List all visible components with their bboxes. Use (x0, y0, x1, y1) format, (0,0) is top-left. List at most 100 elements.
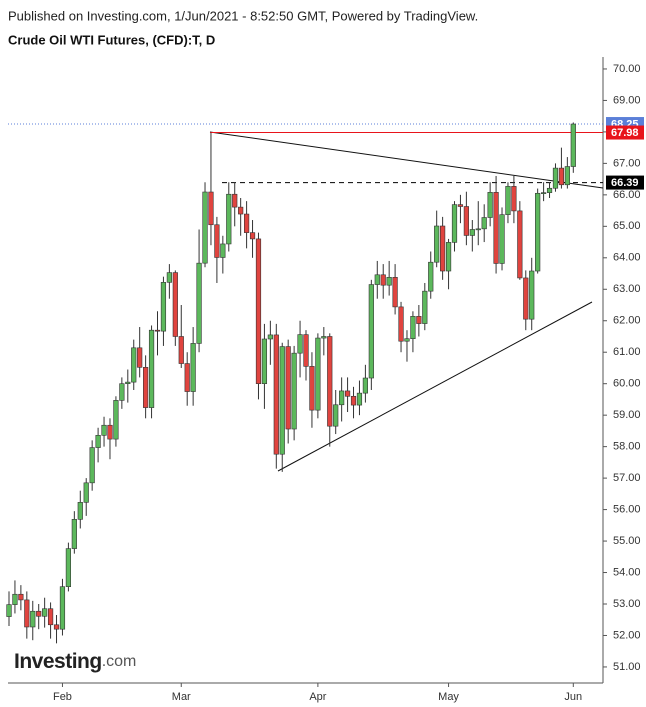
candle-body (350, 395, 357, 406)
price-label-box (606, 175, 644, 190)
candle-body (30, 610, 36, 628)
price-label-box (606, 125, 644, 140)
candle-body (386, 277, 392, 286)
candle-body (238, 206, 244, 215)
y-tick-label: 66.00 (613, 189, 641, 201)
x-tick-label: Jun (564, 691, 582, 703)
candle-body (71, 519, 77, 549)
y-tick-label: 56.00 (613, 503, 641, 515)
candle-body (202, 191, 208, 264)
logo-name: Investing (14, 650, 102, 673)
candle-body (546, 187, 553, 193)
candle-body (493, 192, 499, 264)
y-tick-label: 63.00 (613, 283, 641, 295)
candle-body (113, 400, 119, 440)
candle-body (154, 329, 161, 332)
candle-body (226, 193, 232, 245)
candle-body (148, 329, 155, 408)
x-tick-label: Mar (172, 691, 191, 703)
candle-body (119, 383, 125, 401)
x-tick-label: Feb (53, 691, 72, 703)
trendline (209, 131, 604, 189)
candle-body (505, 186, 511, 215)
candle-body (184, 363, 190, 392)
candle-body (190, 343, 196, 392)
candle-body (83, 482, 89, 503)
candle-body (143, 367, 149, 408)
y-tick-label: 70.00 (613, 63, 641, 75)
candle-body (244, 213, 250, 233)
y-tick-label: 64.00 (613, 252, 641, 264)
candle-body (564, 166, 570, 186)
candle-body (279, 346, 285, 455)
candle-body (309, 366, 315, 411)
candle-body (220, 243, 226, 258)
y-tick-label: 67.00 (613, 157, 641, 169)
y-tick-label: 55.00 (613, 535, 641, 547)
candle-body (558, 167, 565, 186)
trendline (277, 301, 593, 472)
candle-body (487, 192, 493, 218)
candle-body (273, 334, 279, 455)
y-tick-label: 58.00 (613, 441, 641, 453)
candle-body (291, 352, 297, 430)
y-tick-label: 57.00 (613, 472, 641, 484)
candle-body (297, 334, 303, 354)
candle-body (457, 204, 464, 207)
candle-body (249, 232, 256, 240)
candle-body (321, 336, 327, 339)
candle-body (255, 238, 262, 384)
candle-body (428, 261, 434, 292)
candle-body (261, 338, 268, 384)
candle-body (166, 272, 172, 283)
candle-body (172, 272, 178, 337)
y-tick-label: 51.00 (613, 661, 641, 673)
candle-body (344, 390, 351, 397)
candle-body (107, 424, 113, 440)
candle-body (333, 404, 339, 427)
candle-body (125, 381, 131, 384)
candle-body (570, 123, 576, 167)
candle-body (392, 277, 398, 308)
y-tick-label: 60.00 (613, 378, 641, 390)
candle-body (6, 604, 12, 617)
x-tick-label: Apr (309, 691, 326, 703)
candle-body (327, 336, 333, 427)
candle-body (440, 225, 446, 272)
candle-body (368, 284, 374, 379)
candle-body (89, 447, 95, 484)
candle-body (475, 228, 481, 231)
candle-body (362, 377, 369, 394)
candle-body (137, 347, 143, 368)
candle-body (53, 624, 60, 630)
candle-body (24, 599, 30, 628)
candle-body (416, 316, 422, 324)
candle-body (434, 225, 440, 263)
candle-body (374, 274, 380, 285)
candle-body (445, 242, 452, 272)
candle-body (77, 502, 83, 520)
price-label: 67.98 (611, 127, 639, 139)
candle-body (208, 191, 214, 226)
candle-body (315, 337, 321, 411)
candle-body (404, 338, 410, 342)
candle-body (410, 316, 416, 339)
candle-body (463, 206, 469, 236)
candle-body (95, 435, 101, 448)
candle-body (339, 390, 345, 406)
candle-body (18, 593, 24, 601)
candle-body (131, 347, 137, 383)
candle-body (232, 193, 238, 208)
candle-body (47, 608, 54, 626)
y-tick-label: 61.00 (613, 346, 641, 358)
candle-body (398, 306, 404, 342)
candle-body (101, 424, 107, 436)
candle-body (469, 229, 475, 236)
chart-title: Crude Oil WTI Futures, (CFD):T, D (8, 32, 215, 47)
logo-domain: .com (102, 653, 137, 670)
candle-body (380, 274, 386, 286)
candle-body (160, 282, 167, 332)
candle-body (523, 277, 529, 320)
candle-body (178, 336, 184, 364)
